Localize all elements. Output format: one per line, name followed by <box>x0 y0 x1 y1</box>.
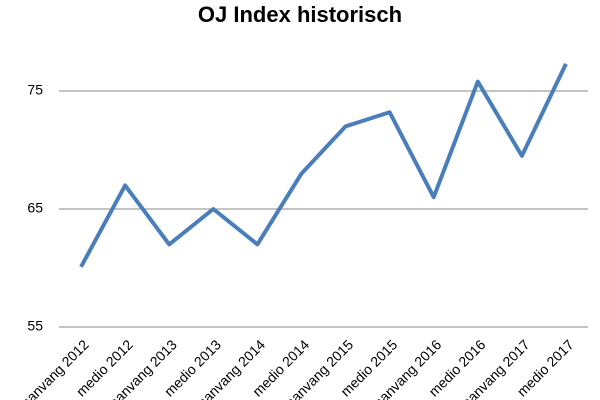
data-line <box>79 62 568 268</box>
chart-title: OJ Index historisch <box>198 2 402 27</box>
y-tick-label: 75 <box>27 82 43 98</box>
y-tick-label: 55 <box>27 318 43 334</box>
y-tick-label: 65 <box>27 200 43 216</box>
